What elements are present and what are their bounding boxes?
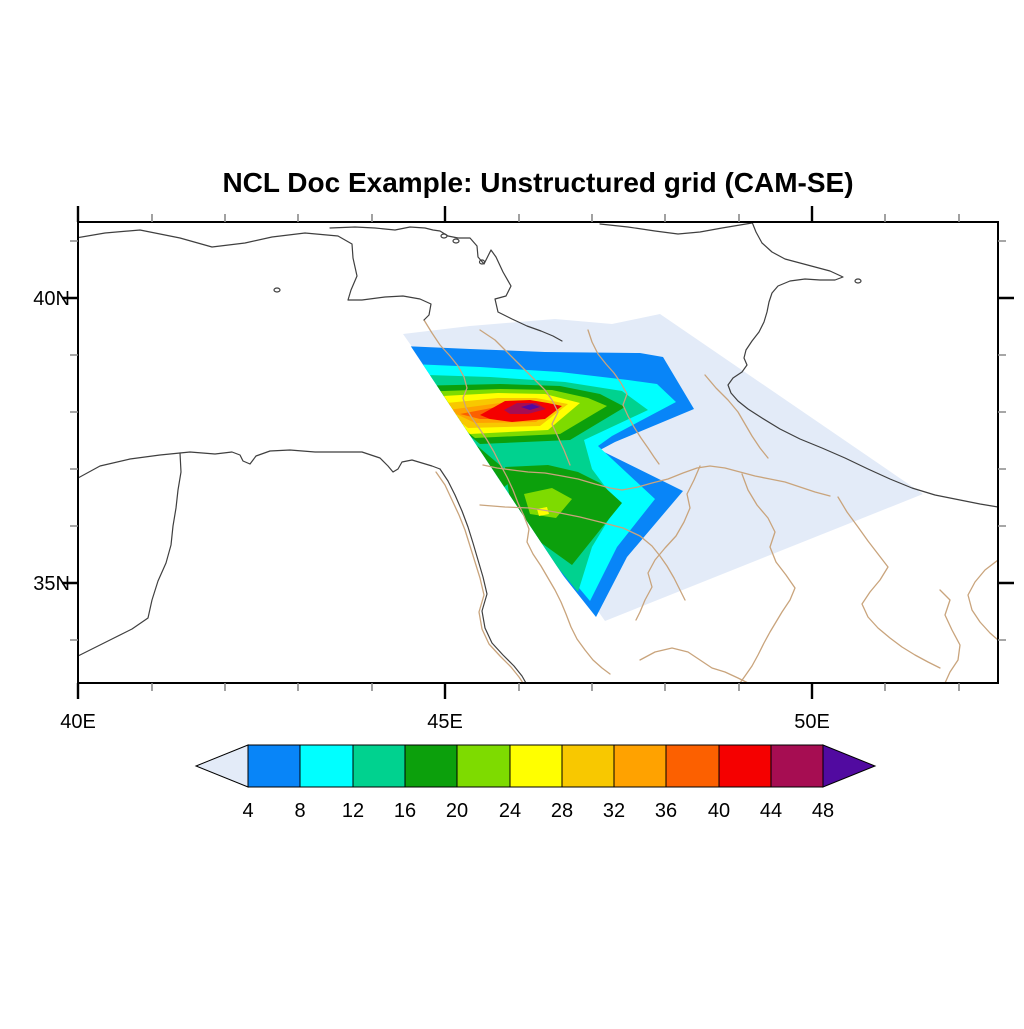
labelbar-label-16: 16 xyxy=(394,800,416,822)
y-tick-label-40n: 40N xyxy=(33,288,70,310)
contour-level-20-b xyxy=(524,488,572,518)
labelbar-box-40-44 xyxy=(718,744,772,788)
plot-title: NCL Doc Example: Unstructured grid (CAM-… xyxy=(222,167,853,198)
labelbar-label-44: 44 xyxy=(760,800,782,822)
labelbar-right-arrow xyxy=(822,744,877,788)
labelbar-left-arrow xyxy=(194,744,249,788)
labelbar-label-28: 28 xyxy=(551,800,573,822)
major-ticks xyxy=(62,206,1014,699)
labelbar-label-12: 12 xyxy=(342,800,364,822)
labelbar-box-4-8 xyxy=(247,744,301,788)
labelbar-label-36: 36 xyxy=(655,800,677,822)
labelbar-label-4: 4 xyxy=(242,800,253,822)
y-tick-label-35n: 35N xyxy=(33,573,70,595)
labelbar-box-32-36 xyxy=(613,744,667,788)
labelbar-box-24-28 xyxy=(509,744,563,788)
minor-ticks xyxy=(70,214,1006,691)
contour-level-48 xyxy=(521,404,540,410)
axis-ticks xyxy=(62,206,1014,699)
labelbar-box-36-40 xyxy=(665,744,720,788)
x-tick-label-40e: 40E xyxy=(60,711,96,733)
labelbar-box-44-48 xyxy=(770,744,824,788)
labelbar xyxy=(194,744,877,788)
province-borders xyxy=(423,319,998,683)
labelbar-box-16-20 xyxy=(404,744,458,788)
coastlines xyxy=(78,222,998,683)
labelbar-label-48: 48 xyxy=(812,800,834,822)
x-tick-label-45e: 45E xyxy=(427,711,463,733)
labelbar-label-40: 40 xyxy=(708,800,730,822)
labelbar-label-32: 32 xyxy=(603,800,625,822)
labelbar-labels: 4 8 12 16 20 24 28 32 36 40 44 48 xyxy=(242,800,834,822)
x-tick-label-50e: 50E xyxy=(794,711,830,733)
labelbar-box-28-32 xyxy=(561,744,615,788)
map-area xyxy=(78,222,998,683)
labelbar-label-24: 24 xyxy=(499,800,521,822)
labelbar-label-20: 20 xyxy=(446,800,468,822)
contour-level-16-b xyxy=(505,465,622,565)
contour-levels xyxy=(400,345,694,617)
labelbar-box-20-24 xyxy=(456,744,511,788)
map-frame xyxy=(77,221,999,684)
labelbar-box-12-16 xyxy=(352,744,406,788)
labelbar-box-8-12 xyxy=(299,744,354,788)
labelbar-label-8: 8 xyxy=(294,800,305,822)
